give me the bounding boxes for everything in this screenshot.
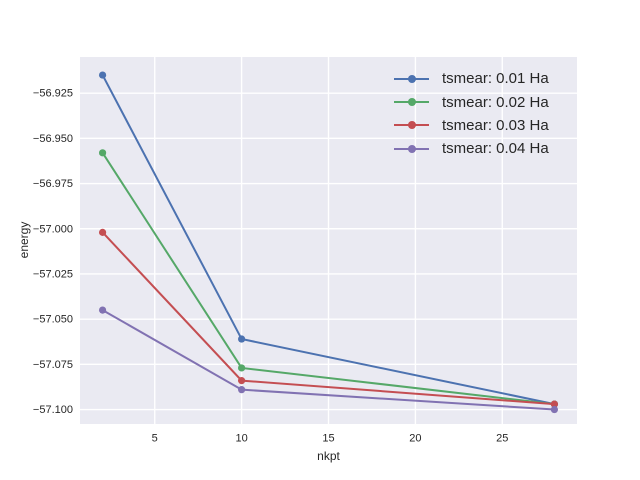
legend-line-sample <box>394 121 429 130</box>
series-marker <box>550 405 559 414</box>
x-tick-label: 20 <box>409 433 421 445</box>
x-tick-label: 10 <box>235 433 247 445</box>
y-axis-label: energy <box>17 221 31 259</box>
legend: tsmear: 0.01 Ha tsmear: 0.02 Ha tsmear: … <box>394 67 549 161</box>
x-axis-label: nkpt <box>317 449 340 463</box>
legend-marker-dot <box>408 74 416 83</box>
series-marker <box>98 71 107 79</box>
y-tick-label: −56.950 <box>33 133 73 145</box>
legend-label: tsmear: 0.03 Ha <box>442 116 549 134</box>
series-marker <box>98 149 107 157</box>
y-tick-label: −57.075 <box>33 359 73 371</box>
x-tick-label: 5 <box>152 433 158 445</box>
y-tick-label: −57.025 <box>33 268 73 280</box>
legend-item: tsmear: 0.03 Ha <box>394 114 549 137</box>
legend-marker-dot <box>408 144 416 153</box>
x-tick-label: 15 <box>322 433 334 445</box>
legend-item: tsmear: 0.02 Ha <box>394 90 549 113</box>
legend-line-sample <box>394 74 429 83</box>
series-marker <box>98 306 107 314</box>
series-marker <box>238 364 246 372</box>
series-marker <box>238 386 246 394</box>
series-marker <box>238 377 246 385</box>
legend-item: tsmear: 0.04 Ha <box>394 137 549 160</box>
legend-label: tsmear: 0.01 Ha <box>442 70 549 88</box>
legend-line-sample <box>394 144 429 153</box>
y-tick-label: −56.975 <box>33 178 73 190</box>
y-tick-label: −57.000 <box>33 223 73 235</box>
y-tick-label: −57.100 <box>33 404 73 416</box>
legend-line-sample <box>394 98 429 107</box>
y-tick-label: −56.925 <box>33 88 73 100</box>
legend-label: tsmear: 0.04 Ha <box>442 140 549 158</box>
y-tick-label: −57.050 <box>33 314 73 326</box>
x-tick-label: 25 <box>496 433 508 445</box>
legend-marker-dot <box>408 98 416 107</box>
series-marker <box>98 228 107 236</box>
series-marker <box>238 335 246 343</box>
legend-item: tsmear: 0.01 Ha <box>394 67 549 90</box>
legend-marker-dot <box>408 121 416 130</box>
series-marker <box>550 400 559 408</box>
legend-label: tsmear: 0.02 Ha <box>442 93 549 111</box>
